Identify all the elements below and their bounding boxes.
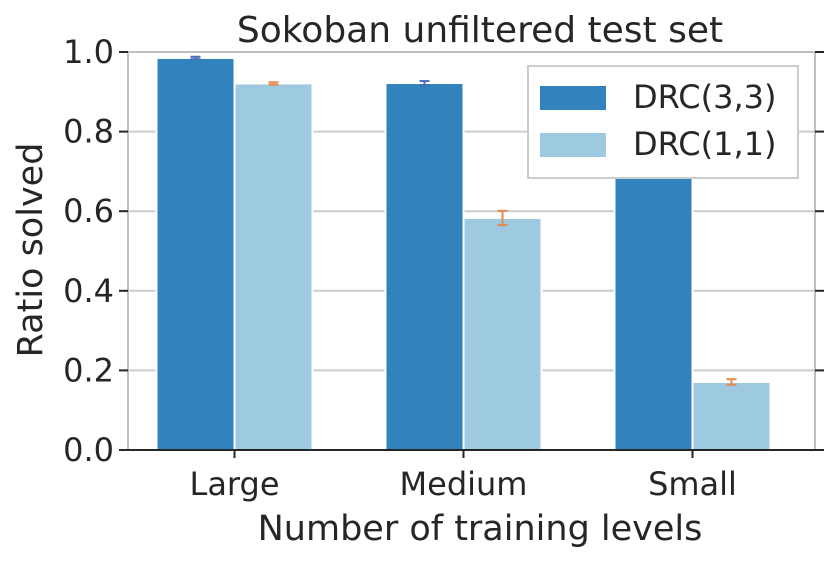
- bar-drc11: [233, 82, 314, 452]
- y-axis-label: Ratio solved: [11, 143, 51, 358]
- plot-frame: [127, 51, 816, 451]
- x-tick-label: Large: [189, 465, 279, 503]
- bar-drc11: [462, 216, 543, 451]
- y-tick-label: 0.2: [63, 351, 114, 389]
- y-tick-label: 0.6: [63, 192, 114, 230]
- x-axis-label: Number of training levels: [258, 509, 703, 549]
- x-tick-label: Medium: [400, 465, 528, 503]
- legend-swatch: [540, 86, 606, 110]
- y-tick-label: 0.0: [63, 431, 114, 469]
- legend-label: DRC(3,3): [633, 78, 776, 116]
- bar-drc33: [613, 176, 694, 451]
- y-tick-label: 1.0: [63, 33, 114, 71]
- y-tick-label: 0.4: [63, 272, 114, 310]
- legend-label: DRC(1,1): [633, 125, 776, 163]
- bar-drc33: [384, 82, 465, 451]
- y-tick-label: 0.8: [63, 113, 114, 151]
- bar-drc33: [155, 56, 236, 451]
- legend: DRC(3,3) DRC(1,1): [527, 65, 799, 179]
- bars: [155, 55, 772, 452]
- legend-box: [527, 65, 799, 179]
- chart-title: Sokoban unfiltered test set: [237, 10, 723, 51]
- axis-ticks: 0.0 0.2 0.4 0.6 0.8 1.0 Large Medium Small: [63, 33, 824, 503]
- legend-swatch: [540, 133, 606, 157]
- x-tick-label: Small: [648, 465, 737, 503]
- bar-drc11: [691, 380, 772, 451]
